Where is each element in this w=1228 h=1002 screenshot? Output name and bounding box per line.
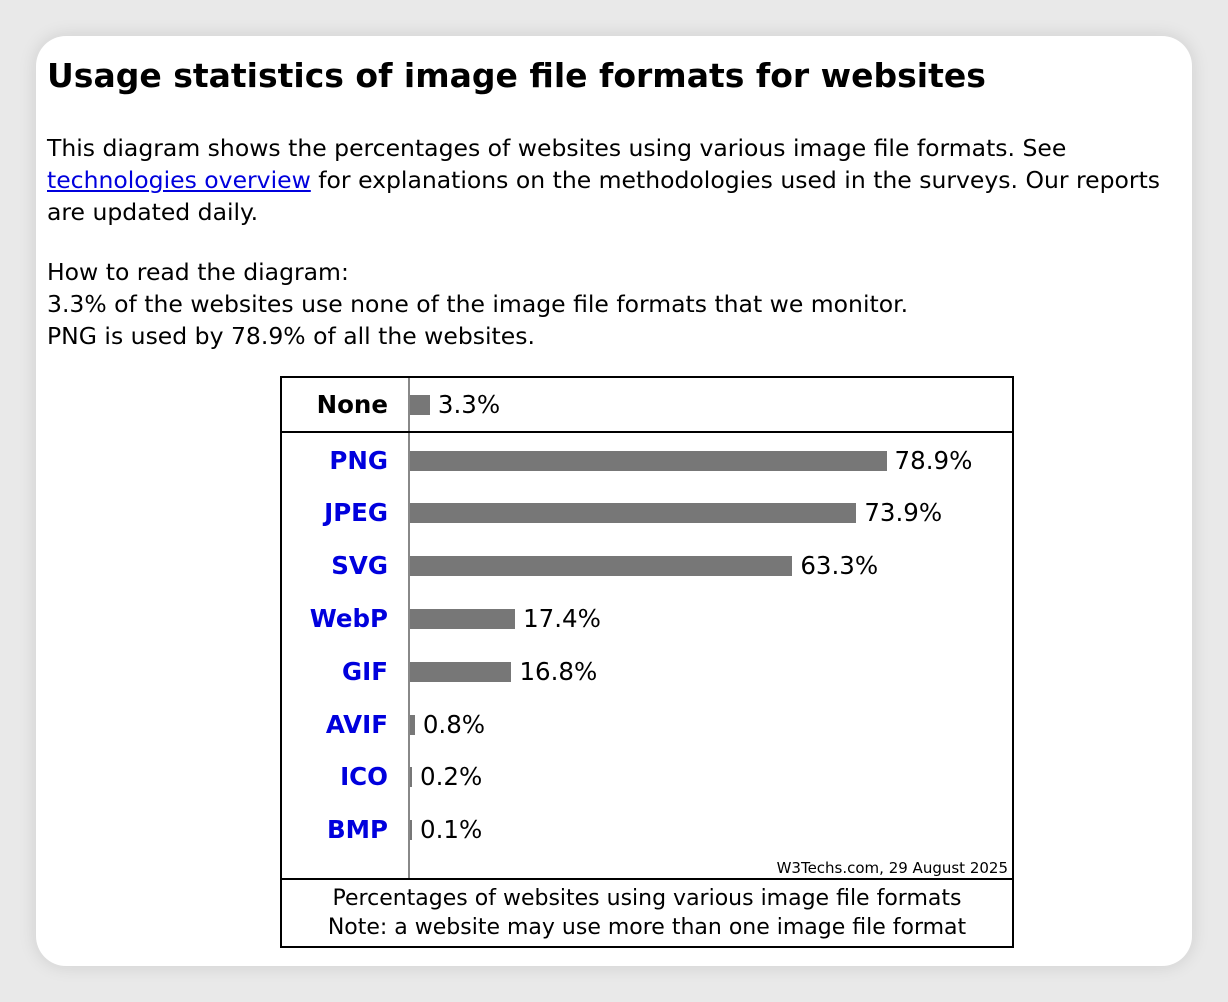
caption-divider [282,878,1012,880]
intro-paragraph: This diagram shows the percentages of we… [47,132,1179,228]
bar-svg [410,556,793,576]
category-label-gif[interactable]: GIF [342,657,388,686]
category-label-avif[interactable]: AVIF [325,710,388,739]
value-label-svg: 63.3% [800,551,879,580]
category-label-ico[interactable]: ICO [340,762,388,791]
bar-jpeg [410,503,857,523]
category-label-png[interactable]: PNG [329,446,388,475]
bar-none [410,395,430,415]
chart-credit: W3Techs.com, 29 August 2025 [776,859,1008,877]
value-label-avif: 0.8% [422,710,486,739]
usage-bar-chart: W3Techs.com, 29 August 2025 Percentages … [280,376,1014,948]
value-label-bmp: 0.1% [420,815,483,844]
how-to-read: How to read the diagram: 3.3% of the web… [47,256,1179,352]
value-label-ico: 0.2% [420,762,483,791]
howto-line-2: PNG is used by 78.9% of all the websites… [47,322,535,350]
value-label-webp: 17.4% [523,604,601,633]
bar-avif [410,715,415,735]
page-title: Usage statistics of image file formats f… [47,56,986,95]
content-card: Usage statistics of image file formats f… [36,36,1192,966]
category-label-bmp[interactable]: BMP [326,815,388,844]
howto-heading: How to read the diagram: [47,258,349,286]
value-label-gif: 16.8% [519,657,598,686]
bar-gif [410,662,512,682]
category-label-none: None [316,390,388,419]
value-label-none: 3.3% [437,390,501,419]
bar-ico [410,767,412,787]
bar-bmp [410,820,412,840]
category-label-webp[interactable]: WebP [309,604,388,633]
intro-text-after-link: for explanations on the methodologies us… [47,166,1161,226]
caption-line-2: Note: a website may use more than one im… [327,915,967,940]
category-label-jpeg[interactable]: JPEG [324,498,388,527]
bar-png [410,451,887,471]
bar-webp [410,609,516,629]
caption-line-1: Percentages of websites using various im… [332,886,962,911]
value-label-jpeg: 73.9% [864,498,943,527]
none-row-divider [282,431,1012,433]
howto-line-1: 3.3% of the websites use none of the ima… [47,290,909,318]
technologies-overview-link[interactable]: technologies overview [47,166,311,194]
intro-text-before-link: This diagram shows the percentages of we… [47,134,1067,162]
value-label-png: 78.9% [894,446,973,475]
category-label-svg[interactable]: SVG [331,551,388,580]
chart-caption: Percentages of websites using various im… [282,884,1012,942]
chart-axis-line [408,378,410,879]
